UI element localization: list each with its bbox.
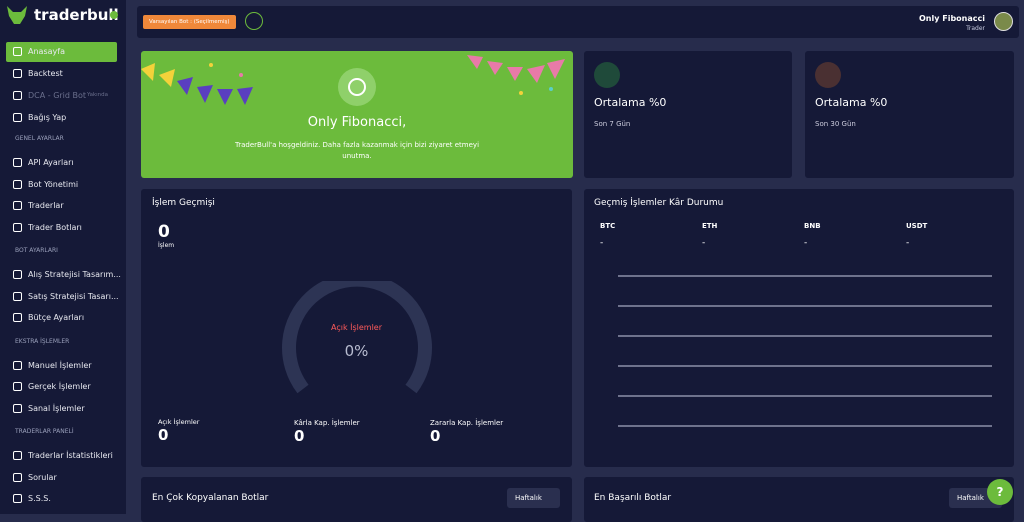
gauge-value: 0% — [344, 342, 369, 360]
history-card: İşlem Geçmişi 0 İşlem Açık İşlemler 0% A… — [141, 189, 572, 467]
period-select[interactable]: Haftalık — [507, 488, 560, 508]
nav-item[interactable]: Traderlar — [28, 201, 64, 210]
nav-icon — [13, 403, 22, 413]
stat-title: Ortalama %0 — [594, 96, 667, 109]
welcome-title: Only Fibonacci, — [307, 115, 407, 130]
nav-icon — [13, 113, 22, 122]
nav-item[interactable]: Gerçek İşlemler — [28, 382, 91, 391]
total-value: 0 — [294, 427, 305, 445]
stat-icon — [594, 62, 620, 88]
total-label: Açık İşlemler — [158, 418, 200, 426]
sidebar: traderbull Anasayfa Backtest DCA - Grid Bo… — [0, 0, 126, 514]
nav-icon — [13, 270, 22, 279]
coin-name: USDT — [906, 222, 928, 230]
total-label: Kârla Kap. İşlemler — [294, 419, 360, 427]
stat-period: Son 30 Gün — [815, 120, 856, 128]
nav-icon — [13, 472, 22, 482]
best-bots-card: En Başarılı Botlar Haftalık — [584, 477, 1014, 522]
total-value: 0 — [158, 426, 169, 444]
nav-item[interactable]: Anasayfa — [28, 47, 65, 56]
stat-card: Ortalama %0 Son 7 Gün — [584, 51, 792, 178]
logo-text: traderbull — [34, 6, 119, 24]
stat-period: Son 7 Gün — [594, 120, 631, 128]
default-bot-button[interactable]: Varsayılan Bot : (Seçilmemiş) — [143, 15, 236, 29]
nav-icon — [13, 47, 22, 56]
card-title: En Çok Kopyalanan Botlar — [152, 493, 269, 503]
nav-item[interactable]: Trader Botları — [28, 222, 82, 232]
stat-title: Ortalama %0 — [815, 96, 888, 109]
soon-badge: Yakında — [87, 92, 109, 98]
top-bar: Varsayılan Bot : (Seçilmemiş) Only Fibon… — [137, 6, 1019, 38]
nav-item[interactable]: Sanal İşlemler — [28, 403, 85, 413]
stat-icon — [815, 62, 841, 88]
nav-icon — [13, 313, 22, 322]
section-title: GENEL AYARLAR — [15, 135, 64, 142]
avatar[interactable] — [994, 12, 1013, 31]
total-value: 0 — [430, 427, 441, 445]
welcome-card: Only Fibonacci, TraderBull'a hoşgeldiniz… — [141, 51, 573, 178]
bot-icon-button[interactable] — [245, 12, 263, 30]
nav-icon — [13, 201, 22, 210]
trade-count-label: İşlem — [158, 242, 175, 249]
nav-icon — [13, 158, 22, 167]
nav-item[interactable]: Sorular — [28, 472, 57, 482]
nav-icon — [13, 494, 22, 503]
nav-item[interactable]: Satış Stratejisi Tasarı... — [28, 291, 119, 301]
profit-card: Geçmiş İşlemler Kâr Durumu BTC - ETH - BNB - U… — [584, 189, 1014, 467]
gauge — [282, 281, 432, 394]
collapse-icon[interactable] — [110, 11, 118, 19]
coin-value: - — [600, 238, 604, 248]
total-label: Zararla Kap. İşlemler — [430, 419, 504, 427]
coin-value: - — [702, 238, 706, 248]
nav-item[interactable]: S.S.S. — [28, 494, 51, 503]
gauge-label: Açık İşlemler — [330, 323, 383, 332]
logo-icon — [7, 6, 27, 24]
coin-value: - — [804, 238, 808, 248]
coin-value: - — [906, 238, 910, 248]
nav-icon — [13, 179, 22, 189]
nav-item[interactable]: API Ayarları — [28, 158, 74, 167]
card-title: Geçmiş İşlemler Kâr Durumu — [594, 198, 724, 208]
nav-item[interactable]: Manuel İşlemler — [28, 360, 92, 370]
nav-icon — [13, 360, 22, 370]
card-title: En Başarılı Botlar — [594, 493, 672, 503]
nav-item[interactable]: Backtest — [28, 69, 63, 78]
section-title: BOT AYARLARI — [15, 247, 58, 254]
section-title: EKSTRA İŞLEMLER — [15, 337, 70, 345]
nav-item[interactable]: DCA - Grid Bot — [28, 91, 87, 100]
section-title: TRADERLAR PANELİ — [15, 428, 74, 435]
help-button[interactable]: ? — [987, 479, 1013, 505]
empty-chart — [618, 275, 992, 427]
nav-item[interactable]: Traderlar İstatistikleri — [28, 451, 113, 460]
nav-icon — [13, 69, 22, 78]
nav-icon — [13, 222, 22, 232]
confetti — [141, 55, 565, 106]
copied-bots-card: En Çok Kopyalanan Botlar Haftalık — [141, 477, 572, 522]
nav-item[interactable]: Alış Stratejisi Tasarım... — [28, 270, 121, 279]
nav-icon — [13, 382, 22, 391]
coin-name: ETH — [702, 222, 718, 230]
user-role: Trader — [966, 25, 985, 32]
nav-item[interactable]: Bütçe Ayarları — [28, 313, 85, 322]
nav-icon — [13, 451, 22, 460]
user-name: Only Fibonacci — [919, 14, 985, 23]
nav-item[interactable]: Bağış Yap — [28, 113, 67, 122]
nav-icon — [13, 91, 22, 100]
nav-item[interactable]: Bot Yönetimi — [28, 179, 79, 189]
active-highlight — [6, 42, 117, 62]
coin-name: BTC — [600, 222, 616, 230]
stat-card: Ortalama %0 Son 30 Gün — [805, 51, 1014, 178]
welcome-message: TraderBull'a hoşgeldiniz. Daha fazla kaz… — [234, 141, 480, 160]
card-title: İşlem Geçmişi — [152, 198, 215, 208]
nav-icon — [13, 291, 22, 301]
trade-count: 0 — [158, 222, 170, 242]
coin-name: BNB — [804, 222, 821, 230]
